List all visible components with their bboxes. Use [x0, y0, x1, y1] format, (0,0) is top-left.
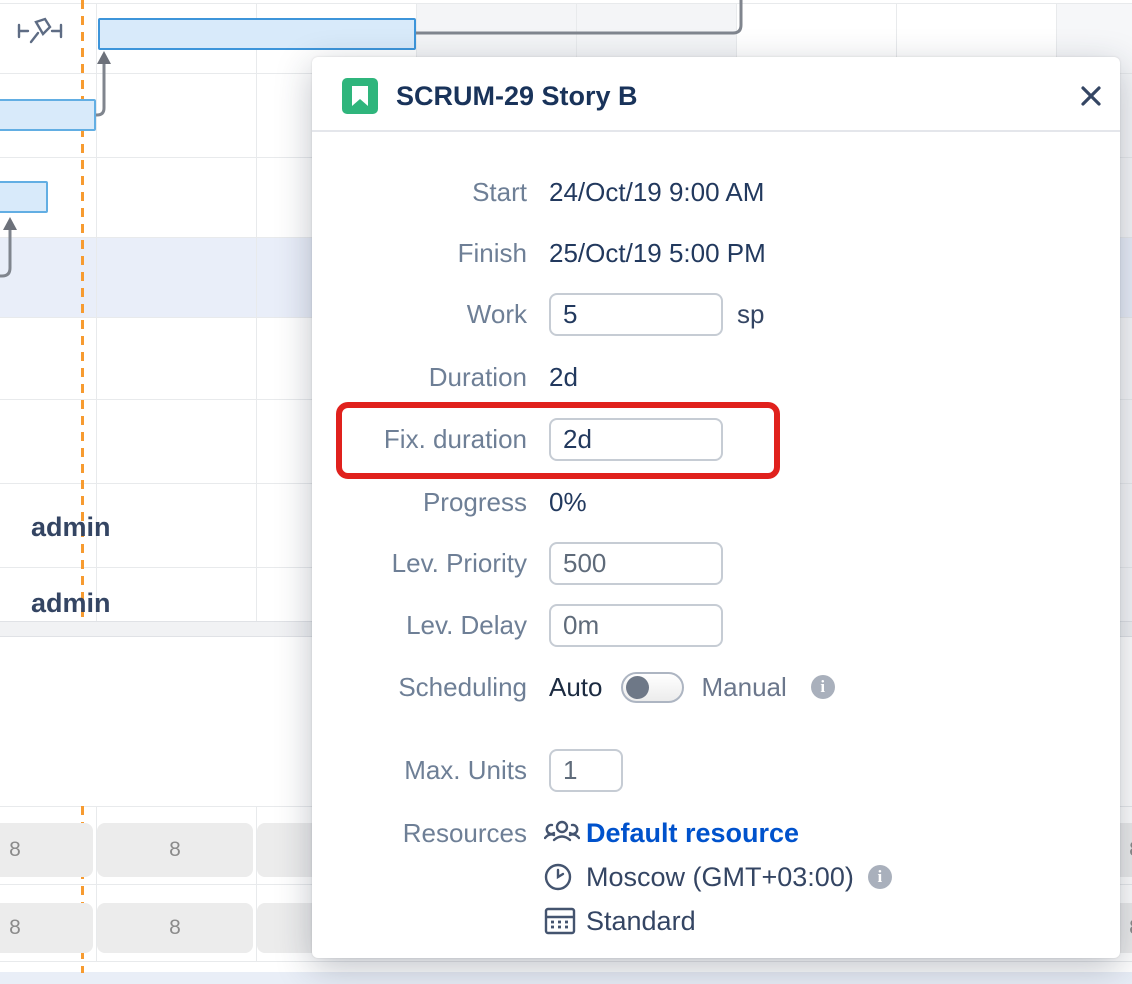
field-label: Work	[466, 298, 527, 329]
today-line	[81, 0, 84, 621]
field-finish: Finish 25/Oct/19 5:00 PM	[312, 231, 1120, 275]
work-unit-suffix: sp	[737, 298, 765, 329]
allocation-cell: 8	[0, 903, 93, 953]
resource-default: Default resource	[544, 811, 1104, 855]
field-value: 2d	[549, 361, 578, 392]
fix-duration-input[interactable]	[549, 417, 723, 461]
grid-vline	[96, 806, 97, 961]
resource-row-label: admin	[31, 588, 111, 618]
field-label: Start	[472, 176, 527, 207]
scheduling-auto-label: Auto	[549, 671, 603, 702]
grid-vline	[96, 3, 97, 621]
lev-priority-input[interactable]	[549, 541, 723, 585]
field-work: Work sp	[312, 292, 1120, 336]
allocation-cell: 8	[97, 823, 253, 877]
dependency-links	[0, 0, 743, 278]
grid-hline	[0, 3, 1132, 4]
task-bar-selected[interactable]	[98, 18, 416, 50]
today-line	[81, 806, 84, 973]
allocation-cell: 8	[0, 823, 93, 877]
story-bookmark-icon	[342, 78, 378, 114]
resource-link[interactable]: Default resource	[586, 817, 800, 848]
field-progress: Progress 0%	[312, 480, 1120, 524]
scheduling-toggle[interactable]	[620, 671, 684, 703]
field-start: Start 24/Oct/19 9:00 AM	[312, 170, 1120, 214]
field-duration: Duration 2d	[312, 355, 1120, 399]
info-icon[interactable]: i	[810, 675, 835, 699]
field-label: Scheduling	[398, 671, 527, 702]
pinned-task-icon	[17, 17, 63, 44]
allocation-cell: 8	[97, 903, 253, 953]
bottom-timeline-strip	[0, 972, 1132, 984]
field-value: 24/Oct/19 9:00 AM	[549, 176, 765, 207]
resource-timezone: Moscow (GMT+03:00) i	[544, 855, 1104, 899]
field-value: 25/Oct/19 5:00 PM	[549, 237, 766, 268]
field-label: Finish	[457, 237, 527, 268]
grid-vline	[256, 3, 257, 621]
field-resources: Resources	[312, 811, 544, 855]
field-label: Progress	[422, 486, 527, 517]
grid-hline	[0, 961, 1132, 962]
field-fix-duration: Fix. duration	[312, 417, 1120, 461]
resource-calendar-text: Standard	[586, 905, 696, 936]
info-icon[interactable]: i	[867, 865, 892, 889]
popup-header-divider	[312, 130, 1120, 132]
grid-vline	[256, 806, 257, 961]
task-details-popup: SCRUM-29 Story B Start 24/Oct/19 9:00 AM…	[312, 57, 1120, 958]
field-lev-delay: Lev. Delay	[312, 603, 1120, 647]
task-bar[interactable]	[0, 181, 48, 213]
resource-row-label: admin	[31, 512, 111, 542]
popup-title: SCRUM-29 Story B	[396, 81, 638, 111]
work-input[interactable]	[549, 292, 723, 336]
field-scheduling: Scheduling Auto Manual i	[312, 665, 1120, 709]
resource-calendar: Standard	[544, 899, 1104, 943]
clock-icon	[544, 863, 586, 891]
toggle-knob	[625, 675, 649, 699]
resource-timezone-text: Moscow (GMT+03:00)	[586, 861, 854, 892]
field-max-units: Max. Units	[312, 748, 1120, 792]
scheduling-manual-label: Manual	[701, 671, 787, 702]
field-label: Fix. duration	[383, 423, 527, 454]
field-label: Resources	[402, 817, 527, 848]
field-value: 0%	[549, 486, 587, 517]
task-bar[interactable]	[0, 99, 96, 131]
field-lev-priority: Lev. Priority	[312, 541, 1120, 585]
calendar-icon	[544, 906, 586, 936]
lev-delay-input[interactable]	[549, 603, 723, 647]
field-label: Lev. Delay	[406, 609, 527, 640]
close-icon[interactable]	[1072, 77, 1110, 115]
field-label: Duration	[428, 361, 527, 392]
field-label: Max. Units	[404, 754, 527, 785]
field-label: Lev. Priority	[391, 547, 527, 578]
max-units-input[interactable]	[549, 748, 623, 792]
team-icon	[544, 818, 586, 848]
